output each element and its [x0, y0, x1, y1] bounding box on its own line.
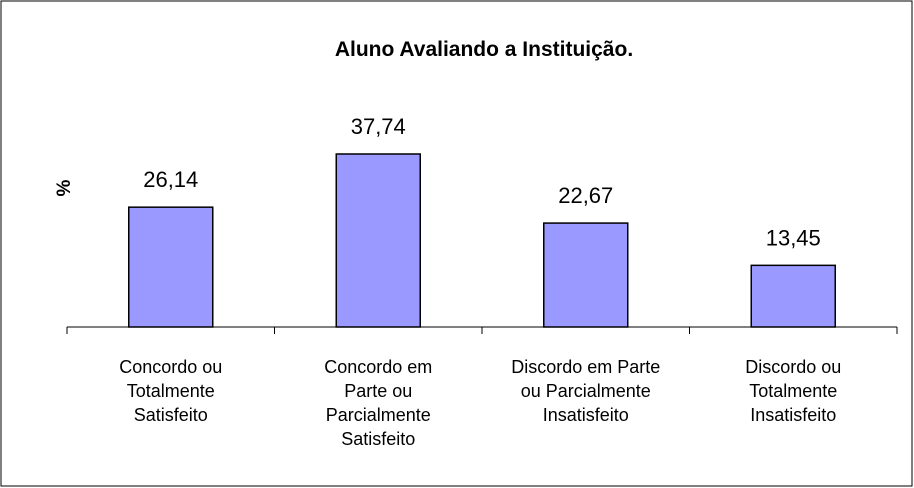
value-label: 26,14 — [143, 167, 198, 192]
x-tick-label: Concordo em Parte ou Parcialmente Satisfeit… — [324, 357, 432, 449]
value-label: 22,67 — [558, 183, 613, 208]
x-tick-label: Concordo ou Totalmente Satisfeito — [119, 357, 222, 425]
bar — [750, 264, 836, 328]
x-tick-label: Discordo em Parte ou Parcialmente Insatisf… — [511, 357, 660, 425]
bar — [335, 153, 421, 328]
value-label: 13,45 — [766, 225, 821, 250]
y-axis-label: % — [54, 179, 75, 196]
x-tick-label: Discordo ou Totalmente Insatisfeito — [745, 357, 841, 425]
bar — [128, 206, 214, 328]
value-label: 37,74 — [351, 114, 406, 139]
bar — [543, 222, 629, 328]
chart-title: Aluno Avaliando a Instituição. — [335, 38, 633, 61]
